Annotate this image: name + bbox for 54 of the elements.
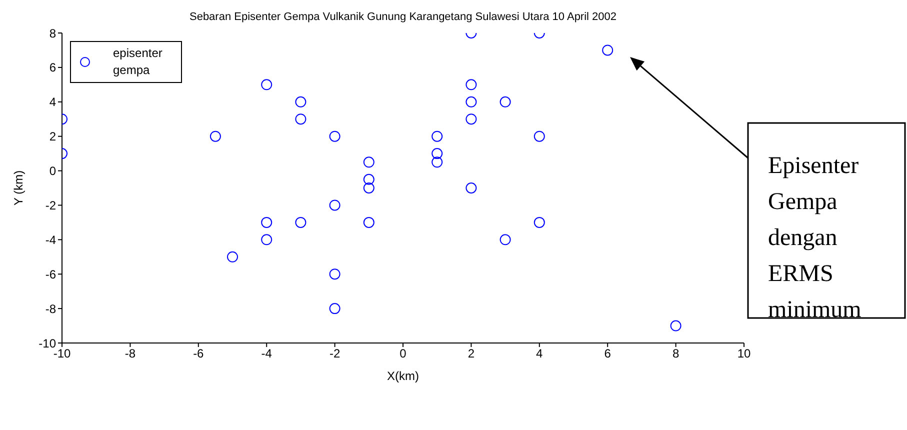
x-tick-label: 2: [468, 346, 475, 361]
x-tick-label: 10: [737, 346, 751, 361]
x-axis-title: X(km): [387, 369, 419, 383]
x-tick-label: -6: [193, 346, 204, 361]
y-tick-label: -10: [38, 336, 56, 350]
chart-title: Sebaran Episenter Gempa Vulkanik Gunung Karangetang Sulawesi Utara 10 April 2002: [189, 11, 617, 23]
y-tick-label: -4: [45, 232, 56, 247]
x-tick-label: 0: [400, 346, 407, 361]
point: [363, 174, 374, 185]
point: [329, 130, 340, 142]
x-tick-label: 6: [604, 346, 612, 361]
point: [466, 114, 477, 125]
point: [466, 79, 477, 90]
point: [670, 320, 682, 332]
legend-label: episenter gempa: [113, 45, 164, 79]
point: [363, 156, 374, 168]
point: [432, 148, 443, 160]
point: [295, 96, 306, 108]
point: [295, 216, 306, 228]
y-tick-label: 0: [49, 164, 56, 178]
x-tick-label: -2: [329, 346, 340, 361]
x-tick-label: 8: [672, 346, 680, 361]
x-tick-label: 4: [536, 346, 544, 361]
y-axis-title: Y (km): [11, 170, 26, 206]
point: [500, 96, 511, 108]
point: [602, 44, 614, 56]
y-tick-label: -6: [45, 267, 56, 282]
point: [261, 234, 272, 246]
point: [432, 130, 443, 142]
y-tick-label: -2: [45, 198, 56, 212]
y-tick-label: -8: [45, 302, 56, 316]
y-tick-label: 8: [49, 26, 56, 40]
point: [466, 182, 477, 194]
point: [534, 216, 545, 228]
point: [227, 251, 238, 262]
point: [261, 79, 272, 90]
point: [466, 96, 477, 108]
text: Episenter Gempa dengan ERMS minimum: [768, 153, 862, 323]
y-tick-label: 6: [49, 60, 56, 75]
point: [363, 216, 374, 228]
point: [329, 268, 340, 280]
y-tick-label: 2: [49, 130, 56, 144]
point: [329, 200, 340, 211]
point: [261, 216, 272, 228]
point: [295, 114, 306, 125]
point: [363, 182, 374, 194]
point: [534, 130, 545, 142]
x-tick-label: -8: [124, 346, 136, 361]
point: [432, 156, 443, 168]
point: [329, 303, 340, 314]
point: [500, 234, 511, 246]
point: [210, 130, 221, 142]
x-tick-label: -4: [261, 346, 272, 361]
y-tick-label: 4: [49, 95, 56, 110]
